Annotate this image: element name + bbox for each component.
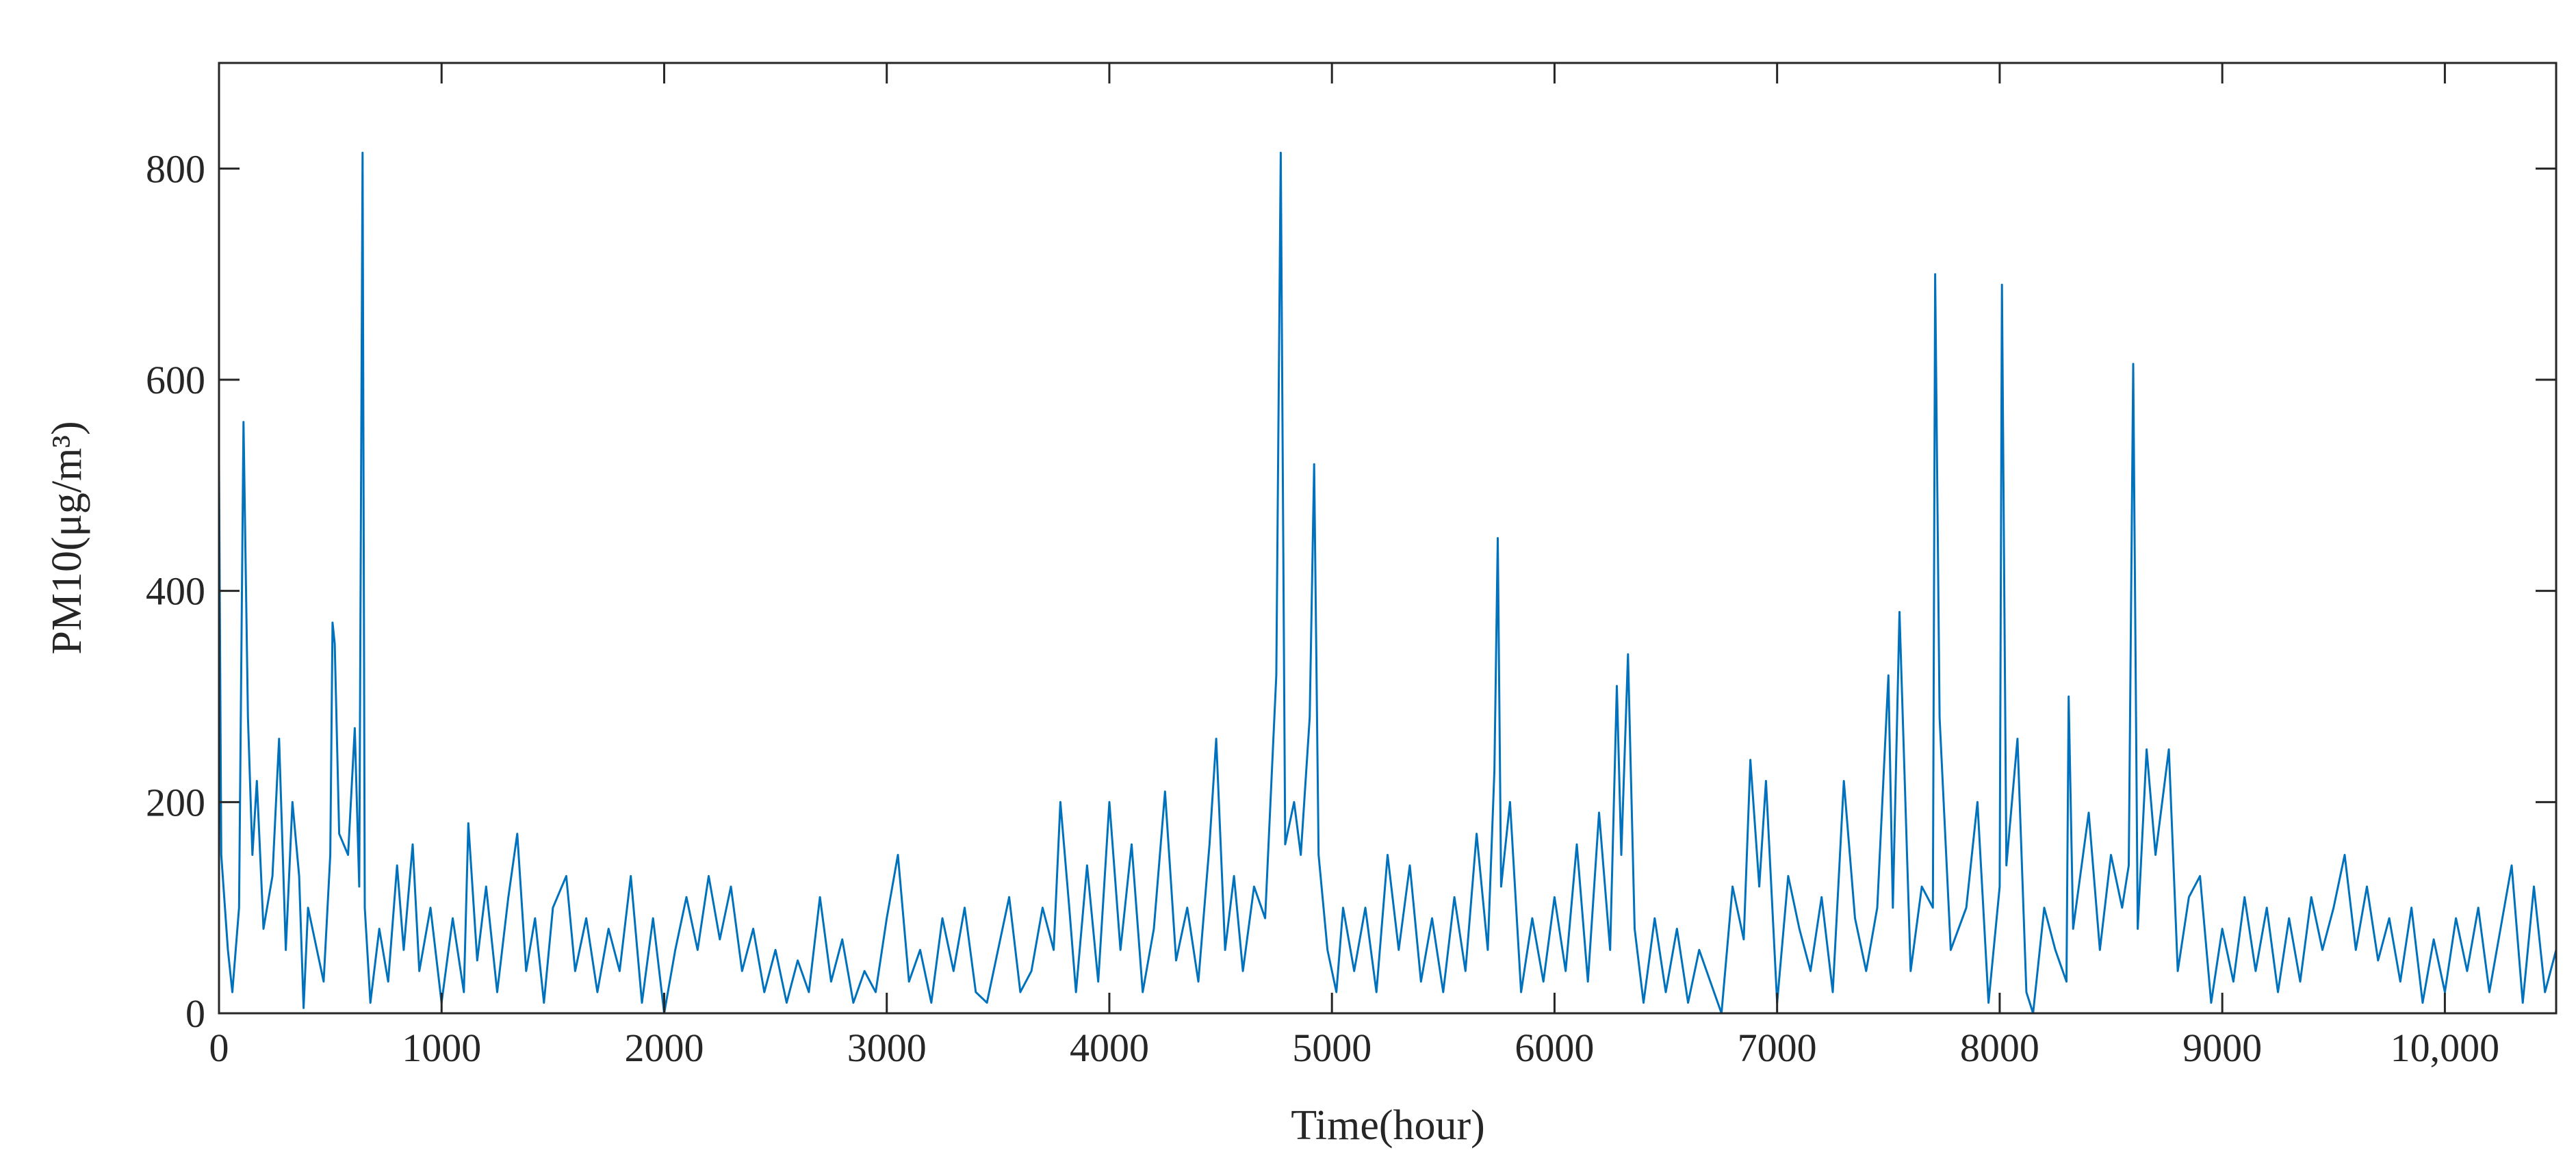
x-tick-label: 0 bbox=[209, 1026, 229, 1070]
x-tick-label: 5000 bbox=[1292, 1026, 1371, 1070]
x-tick-label: 1000 bbox=[402, 1026, 481, 1070]
data-line bbox=[218, 151, 2558, 1015]
x-tick-label: 8000 bbox=[1960, 1026, 2039, 1070]
y-tick-label: 200 bbox=[146, 780, 205, 824]
x-tick-label: 3000 bbox=[847, 1026, 927, 1070]
x-axis-label: Time(hour) bbox=[1291, 1102, 1485, 1149]
x-tick-label: 4000 bbox=[1070, 1026, 1149, 1070]
x-tick-label: 7000 bbox=[1738, 1026, 1817, 1070]
y-axis-label: PM10(μg/m³) bbox=[44, 421, 90, 654]
x-tick-label: 2000 bbox=[624, 1026, 704, 1070]
y-tick-label: 600 bbox=[146, 358, 205, 402]
x-tick-label: 10,000 bbox=[2391, 1026, 2500, 1070]
x-tick-label: 9000 bbox=[2182, 1026, 2262, 1070]
y-tick-label: 0 bbox=[185, 991, 205, 1036]
y-tick-label: 400 bbox=[146, 569, 205, 614]
y-tick-label: 800 bbox=[146, 146, 205, 191]
plot-frame bbox=[218, 62, 2558, 1015]
x-tick-label: 6000 bbox=[1515, 1026, 1594, 1070]
